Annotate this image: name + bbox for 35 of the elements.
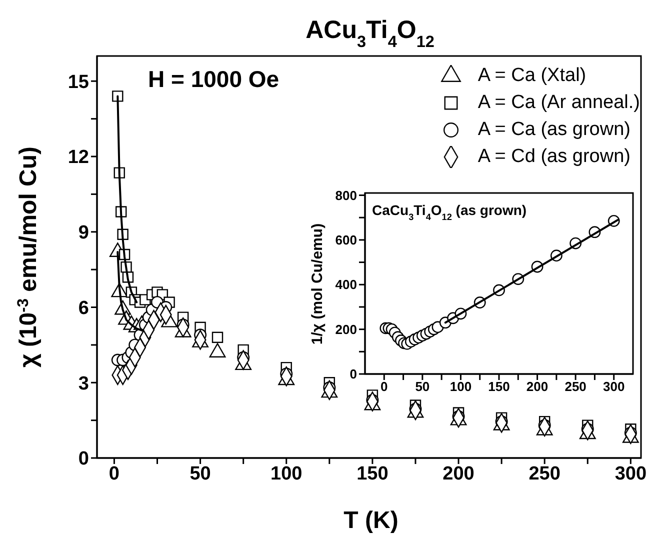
x-tick-label: 300 — [603, 379, 625, 394]
y-tick-label: 6 — [78, 298, 89, 319]
x-tick-label: 50 — [190, 463, 211, 484]
x-tick-label: 200 — [526, 379, 548, 394]
x-tick-label: 150 — [488, 379, 510, 394]
annotation: H = 1000 Oe — [148, 66, 280, 92]
x-tick-label: 100 — [450, 379, 472, 394]
x-tick-label: 200 — [442, 463, 474, 484]
chart-title: ACu$_{3}$Ti$_{4}$O$_{12}$ — [306, 16, 434, 51]
y-tick-label: 400 — [335, 277, 357, 292]
y-tick-label: 3 — [78, 373, 89, 394]
y-axis-title: 1/χ (mol Cu/emu) — [309, 223, 326, 345]
y-tick-label: 15 — [68, 72, 90, 93]
y-tick-label: 800 — [335, 188, 357, 203]
x-tick-label: 250 — [528, 463, 560, 484]
x-tick-label: 50 — [415, 379, 430, 394]
legend-label: A = Ca (as grown) — [478, 118, 630, 140]
point — [212, 332, 224, 343]
legend-label: A = Ca (Xtal) — [478, 64, 586, 86]
y-tick-label: 0 — [78, 448, 89, 470]
y-tick-label: 600 — [335, 232, 357, 248]
x-tick-label: 0 — [108, 463, 120, 484]
x-tick-label: 250 — [564, 379, 586, 394]
x-axis-title: T (K) — [344, 507, 398, 534]
x-tick-label: 300 — [614, 463, 647, 484]
y-tick-label: 9 — [78, 222, 89, 244]
y-tick-label: 0 — [350, 366, 357, 382]
legend-label: A = Cd (as grown) — [478, 146, 630, 168]
y-tick-label: 200 — [335, 322, 357, 337]
text: CaCu$_{3}$Ti$_{4}$O$_{12}$ (as grown) — [372, 202, 527, 222]
x-tick-label: 0 — [380, 379, 388, 394]
x-tick-label: 150 — [356, 463, 388, 484]
x-tick-label: 100 — [270, 463, 302, 484]
y-tick-label: 12 — [68, 147, 89, 168]
legend-label: A = Ca (Ar anneal.) — [478, 92, 640, 114]
